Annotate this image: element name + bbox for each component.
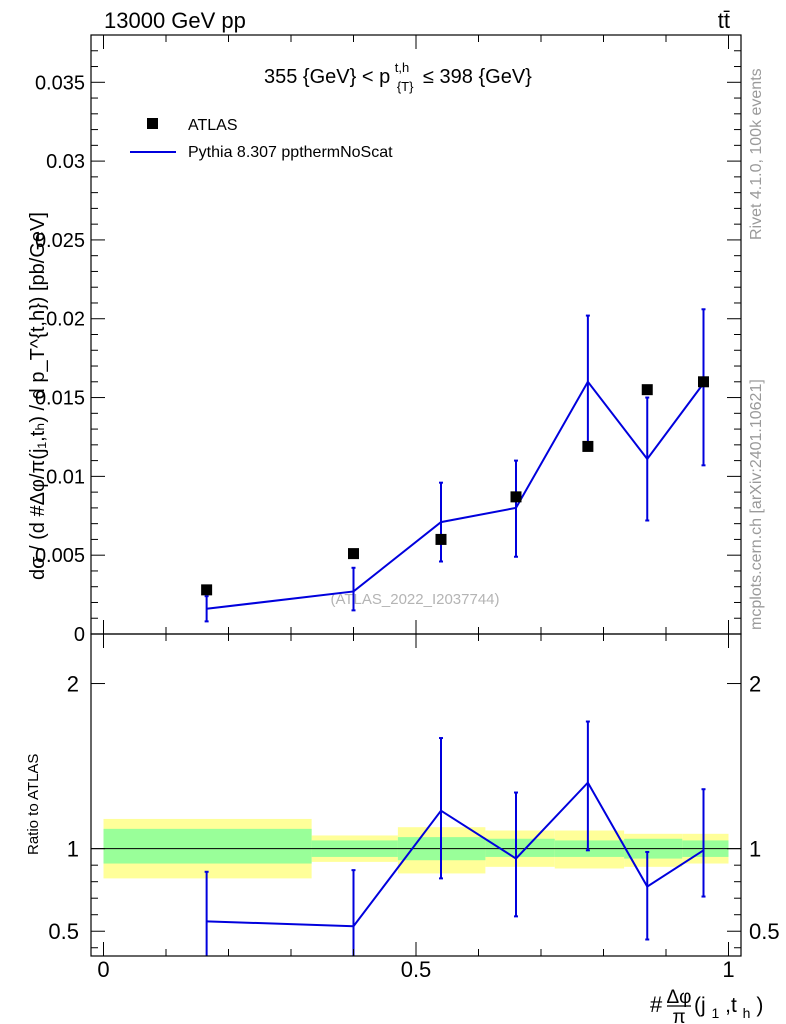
header-left-label: 13000 GeV pp	[104, 8, 246, 33]
x-axis-args: (j 1 ,t h )	[694, 994, 763, 1023]
main-panel: (ATLAS_2022_I2037744) 0 0.005 0.01 0.015 0.0…	[27, 34, 742, 646]
main-series-layer	[201, 308, 709, 623]
x-axis-close: )	[756, 994, 763, 1017]
main-y-tick-label: 0.025	[35, 230, 85, 252]
atlas-data-point	[698, 376, 709, 388]
ratio-band-inner	[103, 828, 312, 864]
ratio-y-tick-label-right: 0.5	[749, 919, 780, 944]
main-title-sup: t,h	[395, 60, 409, 75]
mcplots-side-label: mcplots.cern.ch [arXiv:2401.10621]	[748, 379, 765, 630]
legend-atlas-marker	[147, 118, 158, 129]
ratio-panel: 0.5 0.51 12 2 0 0.5 1 Ratio to ATLAS # Δφ π (…	[25, 633, 780, 1024]
x-axis-den: π	[672, 1007, 685, 1024]
main-title: 355 {GeV} < p t,h {T} ≤ 398 {GeV}	[264, 55, 532, 96]
x-axis-label: # Δφ π (j 1 ,t h )	[650, 987, 763, 1024]
rivet-side-label: Rivet 4.1.0, 100k events	[748, 68, 765, 240]
ratio-y-axis-label: Ratio to ATLAS	[25, 754, 42, 855]
x-axis-mid: ,t	[725, 994, 737, 1017]
ratio-y-ticks: 0.5 0.5 1 1 2 2	[48, 672, 780, 949]
main-watermark: (ATLAS_2022_I2037744)	[330, 591, 499, 608]
main-y-axis-label-text: dσ / (d #Δφ/π(j₁,tₕ) / d p_T^{t,h}) [pb/…	[27, 212, 49, 580]
main-y-axis-label: dσ / (d #Δφ/π(j₁,tₕ) / d p_T^{t,h}) [pb/…	[27, 212, 49, 580]
x-axis-lead: (j	[694, 994, 706, 1017]
main-y-tick-label: 0	[74, 624, 85, 646]
atlas-data-point	[348, 548, 359, 560]
legend-atlas-label: ATLAS	[188, 117, 238, 134]
main-y-tick-label: 0.005	[35, 545, 85, 567]
ratio-y-tick-label-right: 2	[749, 672, 761, 697]
atlas-data-point	[641, 384, 653, 396]
ratio-x-tick-label: 0	[97, 957, 109, 982]
main-y-ticks: 0 0.005 0.01 0.015 0.02 0.025 0.03 0.035	[35, 50, 741, 646]
main-title-sub: {T}	[397, 79, 414, 94]
main-y-tick-label: 0.02	[46, 309, 85, 331]
main-title-tail: ≤ 398 {GeV}	[423, 66, 532, 88]
main-y-tick-label: 0.03	[46, 151, 85, 173]
ratio-y-tick-label: 0.5	[48, 919, 79, 944]
atlas-data-point	[435, 533, 447, 545]
x-axis-sub2: h	[743, 1005, 751, 1021]
x-axis-sub1: 1	[712, 1005, 720, 1021]
ratio-y-tick-label: 1	[67, 837, 79, 862]
ratio-frame	[90, 633, 742, 957]
header-right-label: tt̄	[718, 8, 730, 33]
ratio-x-tick-label: 1	[722, 957, 734, 982]
main-y-tick-label: 0.035	[35, 72, 85, 94]
ratio-y-tick-label-right: 1	[749, 837, 761, 862]
main-x-ticks	[103, 35, 729, 634]
legend: ATLAS Pythia 8.307 ppthermNoScat	[130, 117, 393, 161]
x-axis-num: Δφ	[666, 987, 691, 1008]
legend-mc-label: Pythia 8.307 ppthermNoScat	[188, 144, 393, 161]
mc-line	[206, 379, 705, 610]
main-title-lead: 355 {GeV} < p	[264, 66, 390, 88]
ratio-series-layer	[204, 720, 706, 956]
ratio-band-inner	[485, 838, 555, 857]
main-y-tick-label: 0.01	[46, 466, 85, 488]
ratio-y-tick-label: 2	[67, 672, 79, 697]
x-axis-hash: #	[650, 992, 663, 1017]
atlas-data-point	[582, 440, 594, 452]
atlas-data-point	[201, 584, 213, 596]
ratio-x-tick-label: 0.5	[401, 957, 432, 982]
main-y-tick-label: 0.015	[35, 388, 85, 410]
atlas-data-point	[510, 491, 522, 503]
ratio-x-ticks: 0 0.5 1	[97, 634, 735, 982]
